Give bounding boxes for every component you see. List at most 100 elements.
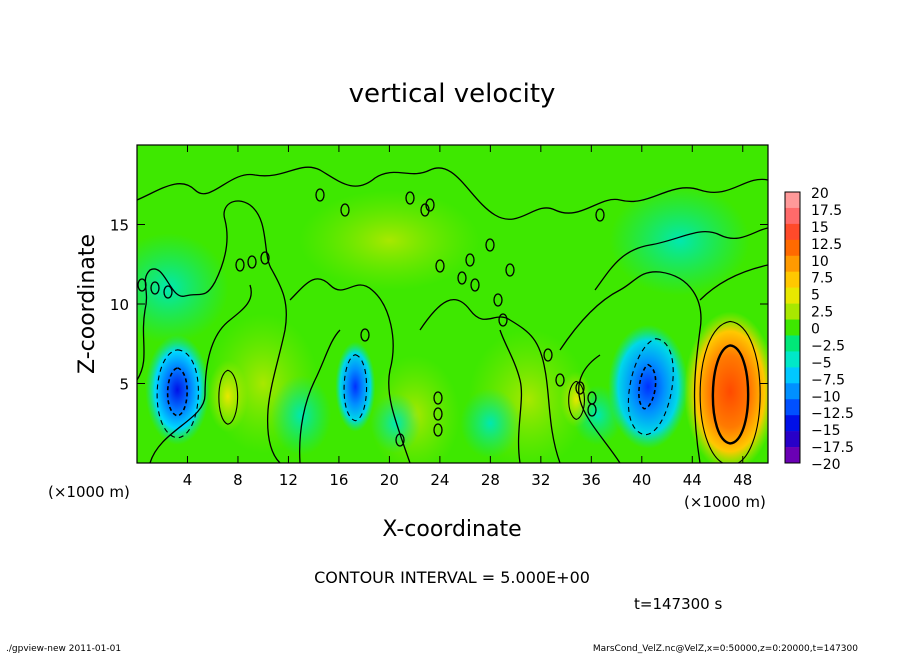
colorbar-swatch (785, 415, 800, 432)
updraft-core (684, 311, 768, 463)
contour-zero-closed (435, 259, 445, 273)
contour-zero (419, 298, 561, 463)
colorbar-swatch (785, 287, 800, 304)
contour-zero-closed (420, 203, 430, 217)
colorbar-label: −2.5 (811, 338, 845, 354)
contour-zero-closed (555, 373, 565, 387)
colorbar-label: 17.5 (811, 203, 842, 219)
colorbar-swatch (785, 223, 800, 241)
colorbar-swatch (785, 399, 800, 416)
colorbar-swatch (785, 383, 800, 400)
footer-left: ./gpview-new 2011-01-01 (6, 644, 121, 654)
x-axis: 4 8 12 16 20 24 28 32 36 40 44 48 (183, 145, 752, 489)
contour-zero-closed (315, 188, 325, 202)
contour-zero-closed (247, 255, 257, 269)
contour-negative (638, 363, 657, 410)
contour-zero (289, 278, 411, 463)
contour-zero-closed (595, 208, 605, 222)
y-axis-label: Z-coordinate (75, 234, 100, 374)
colorbar-label: 2.5 (811, 305, 833, 321)
x-tick-label: 24 (430, 471, 449, 489)
time-label: t=147300 s (634, 595, 722, 613)
contour-negative (628, 338, 674, 436)
field-region (370, 393, 421, 454)
colorbar-swatch (785, 367, 800, 384)
contour-zero-closed (150, 281, 160, 295)
updraft-region (207, 360, 248, 433)
contour-negative (156, 349, 199, 439)
colorbar-label: 20 (811, 186, 829, 202)
contour-zero (578, 354, 621, 463)
x-axis-label: X-coordinate (382, 517, 521, 542)
contour-zero (699, 264, 768, 301)
x-unit-left: (×1000 m) (48, 483, 130, 501)
colorbar-label: −15 (811, 423, 841, 439)
contour-zero (559, 271, 702, 463)
contour-zero (299, 329, 341, 463)
contour-zero-closed (425, 198, 435, 212)
contour-zero-closed (575, 381, 585, 395)
contour-zero-closed (465, 253, 475, 267)
colorbar-swatch (785, 271, 800, 288)
contour-zero-closed (340, 203, 350, 217)
x-tick-label: 48 (733, 471, 752, 489)
colorbar-frame (784, 191, 801, 464)
x-tick-label: 28 (481, 471, 500, 489)
contour-negative (343, 354, 368, 422)
colorbar-label: 7.5 (811, 271, 833, 287)
field-region (460, 388, 521, 459)
contour-zero-closed (587, 403, 597, 417)
field-region (271, 375, 332, 456)
contour-zero (499, 329, 523, 463)
contour-zero (137, 200, 287, 463)
footer-right: MarsCond_VelZ.nc@VelZ,x=0:50000,z=0:2000… (593, 644, 858, 654)
colorbar: 2017.51512.5107.552.50−2.5−5−7.5−10−12.5… (784, 186, 854, 473)
contour-zero (149, 284, 252, 463)
plot-area (137, 145, 768, 463)
contour-zero-closed (493, 293, 503, 307)
contour-zero-closed (235, 258, 245, 272)
contour-positive (218, 369, 239, 425)
contour-zero-closed (395, 433, 405, 447)
colorbar-swatch (785, 431, 800, 448)
contour-zero-closed (433, 423, 443, 437)
contour-positive (699, 320, 761, 463)
colorbar-swatch (785, 447, 800, 464)
x-tick-label: 32 (531, 471, 550, 489)
x-tick-label: 20 (380, 471, 399, 489)
colorbar-label: −20 (811, 457, 841, 473)
contour-zero-closed (457, 271, 467, 285)
contour-lines (137, 166, 768, 463)
field-region (299, 190, 480, 291)
contour-interval: CONTOUR INTERVAL = 5.000E+00 (314, 568, 590, 587)
contour-zero (137, 166, 768, 220)
y-axis: 5 10 15 (110, 217, 768, 394)
colorbar-label: 12.5 (811, 237, 842, 253)
colorbar-swatch (785, 255, 800, 273)
x-tick-label: 40 (632, 471, 651, 489)
x-tick-label: 36 (582, 471, 601, 489)
contour-zero-closed (260, 251, 270, 265)
field-region (609, 185, 750, 296)
colorbar-label: 10 (811, 254, 829, 270)
x-tick-label: 44 (683, 471, 702, 489)
contour-zero-closed (470, 278, 480, 292)
colorbar-label: 0 (811, 322, 820, 338)
contour-zero-closed (163, 285, 173, 299)
contour-positive (711, 344, 750, 445)
y-tick-label: 5 (119, 376, 129, 394)
chart-title: vertical velocity (349, 79, 556, 109)
colorbar-label: 15 (811, 220, 829, 236)
colorbar-swatch (785, 335, 800, 352)
colorbar-swatch (785, 207, 800, 225)
colorbar-swatch (785, 239, 800, 257)
colorbar-swatch (785, 319, 800, 336)
colorbar-swatch (785, 351, 800, 368)
downdraft-core (608, 324, 689, 449)
contour-zero-closed (137, 278, 147, 292)
contour-zero-closed (360, 328, 370, 342)
colorbar-label: −5 (811, 355, 832, 371)
contour-zero-closed (505, 263, 515, 277)
colorbar-label: −10 (811, 389, 841, 405)
